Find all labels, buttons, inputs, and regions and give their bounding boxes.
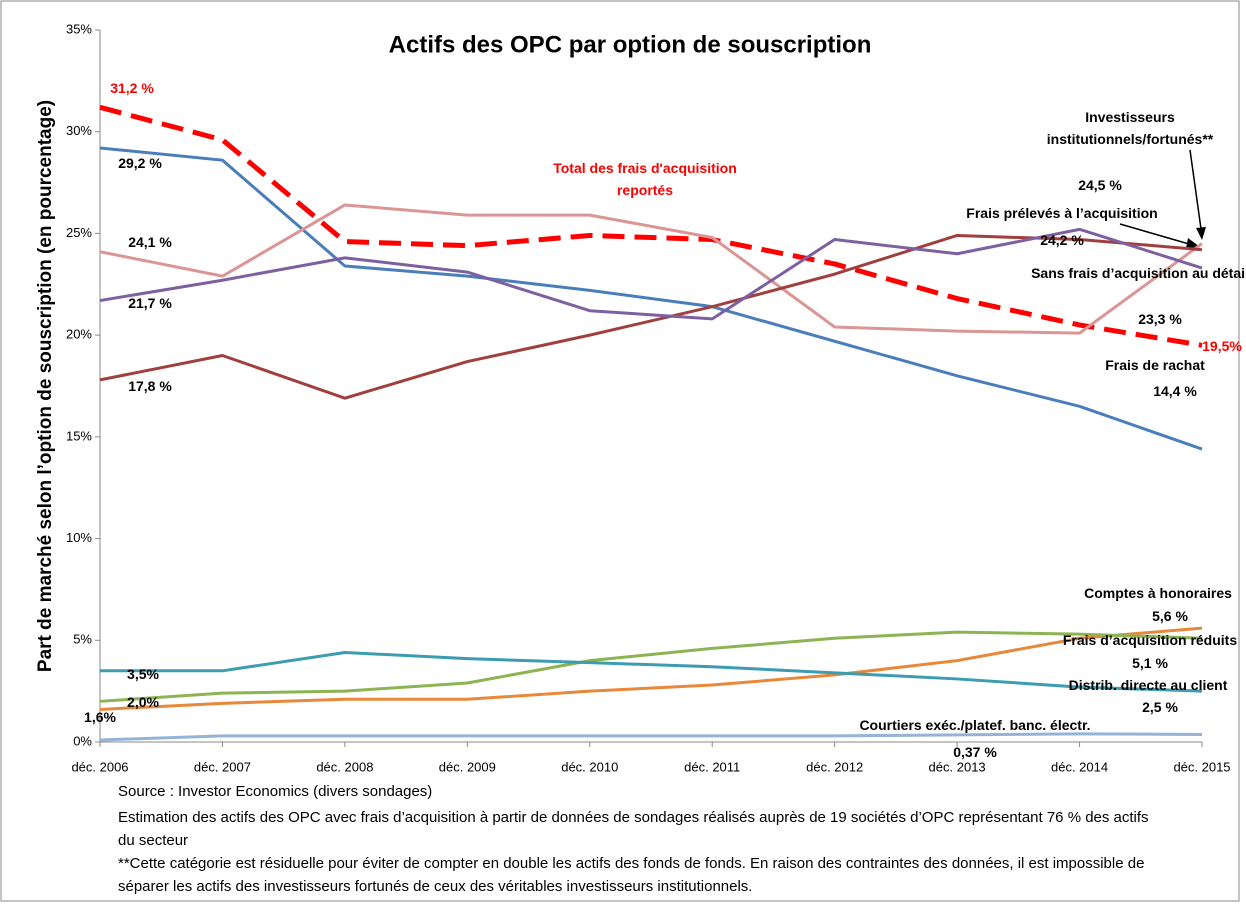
series-line: [99, 233, 1203, 400]
data-label: 21,7 %: [128, 295, 172, 311]
x-tick-label: déc. 2008: [316, 759, 373, 774]
footnote: **Cette catégorie est résiduelle pour év…: [118, 855, 1145, 895]
arrow-head: [1196, 227, 1206, 240]
series-line: [99, 227, 1203, 321]
data-label: 24,1 %: [128, 234, 172, 250]
series-name: Frais d’acquisition réduits: [1062, 632, 1238, 648]
series-name: Comptes à honoraires: [1084, 585, 1232, 601]
y-tick-label: 10%: [66, 530, 92, 545]
y-tick-label: 0%: [73, 733, 92, 748]
data-label: 24,5 %: [1078, 177, 1122, 193]
y-tick-label: 15%: [66, 428, 92, 443]
chart-title: Actifs des OPC par option de souscriptio…: [389, 31, 872, 58]
x-tick-label: déc. 2011: [684, 759, 740, 774]
x-tick-label: déc. 2010: [561, 759, 618, 774]
series-name: Frais prélevés à l’acquisition: [966, 205, 1158, 221]
series-line: [100, 650, 1203, 693]
data-label: 2,5 %: [1142, 699, 1178, 715]
data-label: 19,5%: [1202, 338, 1242, 354]
arrow-head: [1186, 238, 1200, 248]
data-label: 0,37 %: [953, 744, 997, 760]
series-name: Courtiers exéc./platef. banc. électr.: [859, 717, 1091, 733]
series-line: [99, 146, 1203, 451]
arrow: [1189, 149, 1203, 237]
x-tick-label: déc. 2006: [71, 759, 128, 774]
series-name: Total des frais d'acquisition reportés: [553, 160, 737, 198]
series-name: Investisseurs institutionnels/fortunés**: [1046, 109, 1214, 147]
data-label: 3,5%: [127, 666, 159, 682]
data-label: 29,2 %: [118, 155, 162, 171]
series-line: [99, 104, 1203, 348]
series-name: Sans frais d’acquisition au détail: [1031, 265, 1246, 281]
data-label: 24,2 %: [1040, 232, 1084, 248]
series-line: [99, 203, 1203, 335]
y-tick-label: 25%: [66, 225, 92, 240]
y-axis-label: Part de marché selon l’option de souscri…: [35, 100, 56, 672]
y-tick-label: 35%: [66, 21, 92, 36]
data-label: 23,3 %: [1138, 311, 1182, 327]
series-line: [99, 732, 1203, 742]
series-line: [99, 630, 1203, 703]
x-tick-label: déc. 2007: [194, 759, 251, 774]
y-tick-label: 5%: [73, 632, 92, 647]
series-name: Frais de rachat: [1105, 357, 1205, 373]
x-tick-label: déc. 2009: [439, 759, 496, 774]
data-label: 31,2 %: [110, 80, 154, 96]
x-tick-label: déc. 2012: [806, 759, 863, 774]
data-label: 1,6%: [84, 709, 116, 725]
arrow: [1119, 223, 1197, 247]
footnote: Estimation des actifs des OPC avec frais…: [118, 809, 1149, 849]
x-tick-label: déc. 2014: [1051, 759, 1108, 774]
data-label: 2,0%: [127, 694, 159, 710]
data-label: 17,8 %: [128, 378, 172, 394]
data-label: 5,1 %: [1132, 655, 1168, 671]
series-line: [99, 626, 1203, 711]
x-tick-label: déc. 2015: [1173, 759, 1230, 774]
y-tick-label: 20%: [66, 327, 92, 342]
data-label: 5,6 %: [1152, 608, 1188, 624]
series-name: Distrib. directe au client: [1068, 677, 1228, 693]
y-tick-label: 30%: [66, 123, 92, 138]
data-label: 14,4 %: [1153, 383, 1197, 399]
x-tick-label: déc. 2013: [929, 759, 986, 774]
footnote: Source : Investor Economics (divers sond…: [118, 783, 433, 800]
